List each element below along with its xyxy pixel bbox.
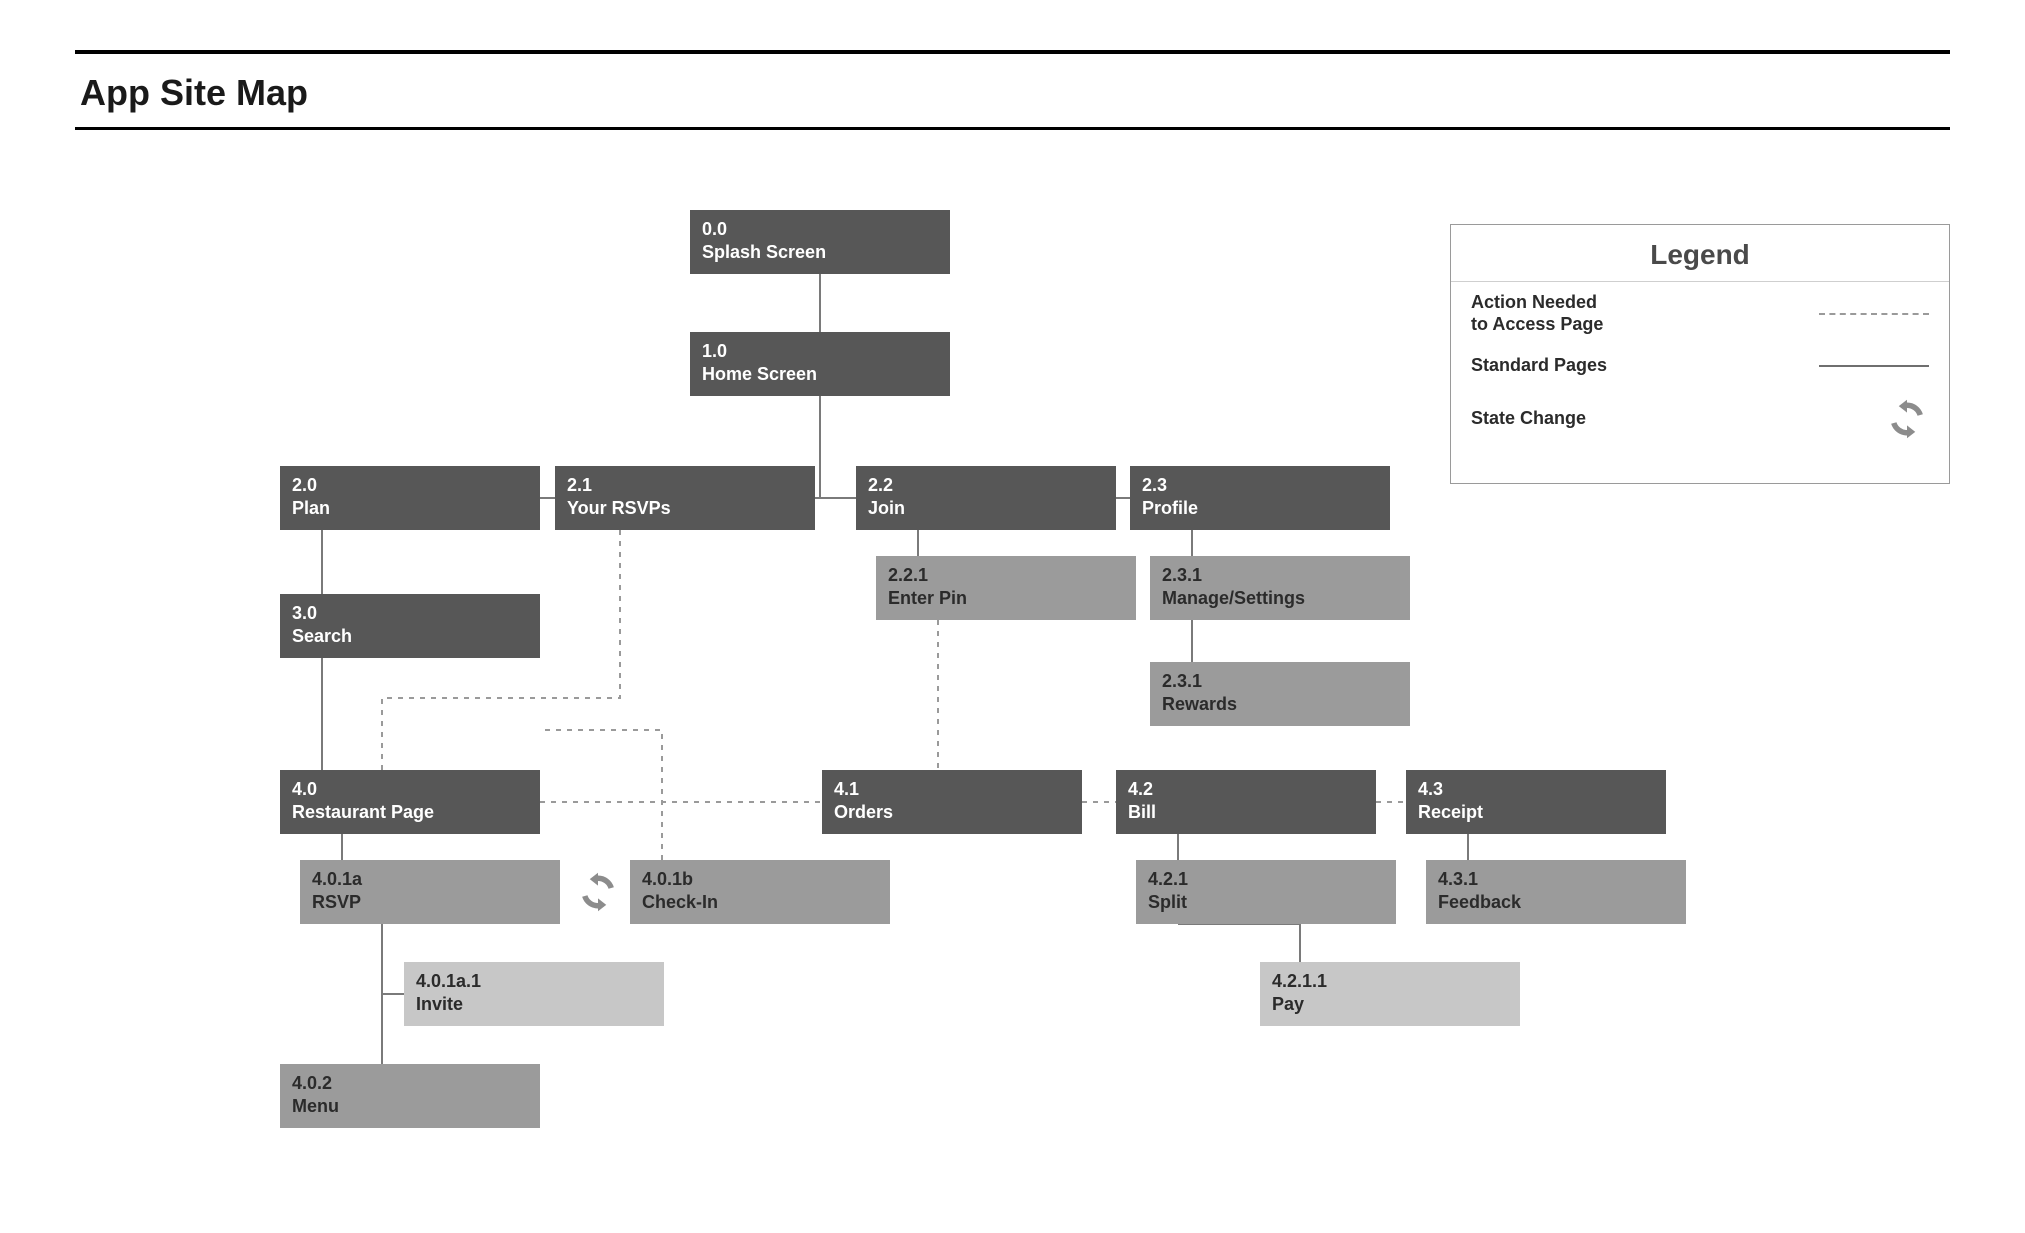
sitemap-node-n401b: 4.0.1bCheck-In [630, 860, 890, 924]
node-number: 1.0 [702, 340, 938, 363]
sitemap-node-n41: 4.1Orders [822, 770, 1082, 834]
node-label: Feedback [1438, 891, 1674, 914]
sitemap-node-n20: 2.0Plan [280, 466, 540, 530]
sitemap-node-n232: 2.3.1Rewards [1150, 662, 1410, 726]
legend-rows: Action Neededto Access Page Standard Page… [1451, 282, 1949, 451]
node-number: 4.0.1b [642, 868, 878, 891]
sitemap-node-n00: 0.0Splash Screen [690, 210, 950, 274]
sitemap-node-n421: 4.2.1Split [1136, 860, 1396, 924]
node-number: 2.3 [1142, 474, 1378, 497]
node-label: Orders [834, 801, 1070, 824]
node-number: 2.1 [567, 474, 803, 497]
sitemap-node-n23: 2.3Profile [1130, 466, 1390, 530]
legend-panel: Legend Action Neededto Access Page Standa… [1450, 224, 1950, 484]
node-number: 2.3.1 [1162, 564, 1398, 587]
sitemap-node-n402: 4.0.2Menu [280, 1064, 540, 1128]
legend-row: Standard Pages [1451, 345, 1949, 387]
legend-row-label: Action Neededto Access Page [1471, 292, 1819, 335]
node-label: Profile [1142, 497, 1378, 520]
sitemap-node-n21: 2.1Your RSVPs [555, 466, 815, 530]
page: App Site Map 0.0Splash Screen1.0Home Scr… [0, 0, 2025, 1233]
node-label: Receipt [1418, 801, 1654, 824]
node-number: 3.0 [292, 602, 528, 625]
legend-swatch-dashed [1819, 313, 1929, 315]
node-number: 4.0.2 [292, 1072, 528, 1095]
node-label: Enter Pin [888, 587, 1124, 610]
node-number: 4.0 [292, 778, 528, 801]
node-label: Split [1148, 891, 1384, 914]
node-label: Search [292, 625, 528, 648]
nodes-layer: 0.0Splash Screen1.0Home Screen2.0Plan2.1… [0, 0, 2025, 1233]
node-number: 2.0 [292, 474, 528, 497]
legend-swatch-solid [1819, 365, 1929, 367]
node-label: Manage/Settings [1162, 587, 1398, 610]
sitemap-node-n10: 1.0Home Screen [690, 332, 950, 396]
node-label: Restaurant Page [292, 801, 528, 824]
sitemap-node-n43: 4.3Receipt [1406, 770, 1666, 834]
node-number: 4.3.1 [1438, 868, 1674, 891]
sitemap-node-n22: 2.2Join [856, 466, 1116, 530]
sitemap-node-n30: 3.0Search [280, 594, 540, 658]
sitemap-node-n431: 4.3.1Feedback [1426, 860, 1686, 924]
node-label: Plan [292, 497, 528, 520]
node-number: 4.3 [1418, 778, 1654, 801]
node-label: RSVP [312, 891, 548, 914]
node-number: 0.0 [702, 218, 938, 241]
node-label: Rewards [1162, 693, 1398, 716]
node-number: 4.0.1a.1 [416, 970, 652, 993]
state-change-icon [1885, 397, 1929, 441]
node-label: Splash Screen [702, 241, 938, 264]
sitemap-node-n40: 4.0Restaurant Page [280, 770, 540, 834]
sitemap-node-n4211: 4.2.1.1Pay [1260, 962, 1520, 1026]
state-change-icon [576, 870, 620, 914]
sitemap-node-n221: 2.2.1Enter Pin [876, 556, 1136, 620]
legend-title: Legend [1451, 225, 1949, 282]
sitemap-node-n401a: 4.0.1aRSVP [300, 860, 560, 924]
node-label: Invite [416, 993, 652, 1016]
node-label: Your RSVPs [567, 497, 803, 520]
node-label: Check-In [642, 891, 878, 914]
legend-row-label: State Change [1471, 408, 1885, 430]
node-number: 2.3.1 [1162, 670, 1398, 693]
sitemap-node-n401a1: 4.0.1a.1Invite [404, 962, 664, 1026]
node-label: Bill [1128, 801, 1364, 824]
node-label: Home Screen [702, 363, 938, 386]
node-number: 4.1 [834, 778, 1070, 801]
node-number: 2.2.1 [888, 564, 1124, 587]
sitemap-node-n231: 2.3.1Manage/Settings [1150, 556, 1410, 620]
node-number: 2.2 [868, 474, 1104, 497]
sitemap-node-n42: 4.2Bill [1116, 770, 1376, 834]
legend-row: State Change [1451, 387, 1949, 451]
node-label: Join [868, 497, 1104, 520]
legend-row-label: Standard Pages [1471, 355, 1819, 377]
legend-row: Action Neededto Access Page [1451, 282, 1949, 345]
node-label: Menu [292, 1095, 528, 1118]
node-number: 4.2.1.1 [1272, 970, 1508, 993]
node-label: Pay [1272, 993, 1508, 1016]
node-number: 4.0.1a [312, 868, 548, 891]
node-number: 4.2 [1128, 778, 1364, 801]
node-number: 4.2.1 [1148, 868, 1384, 891]
